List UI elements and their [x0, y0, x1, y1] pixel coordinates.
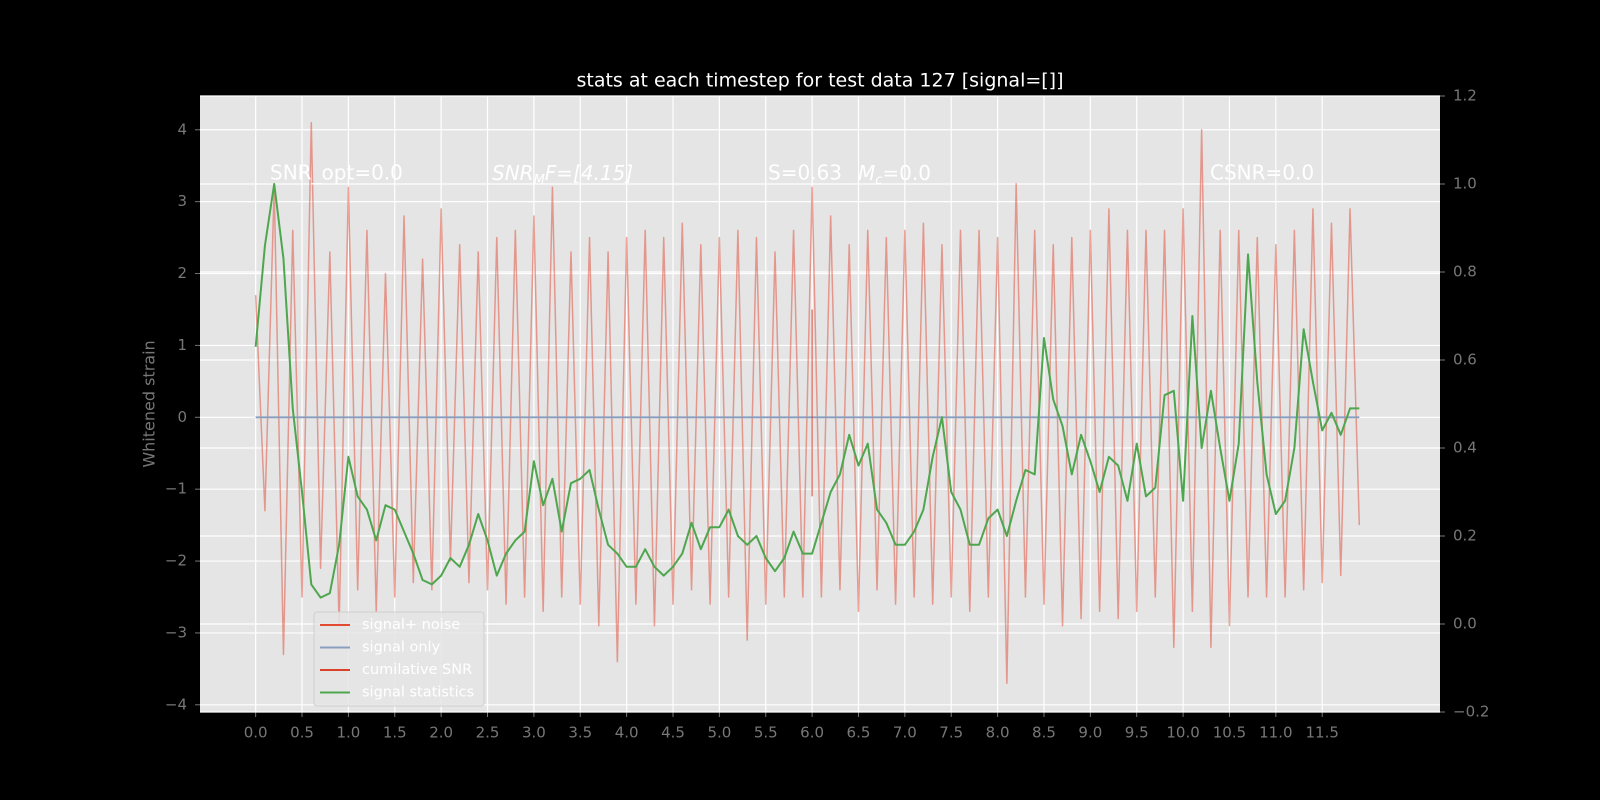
legend-label: signal+ noise	[362, 617, 460, 633]
y2-tick-label: 0.0	[1453, 615, 1477, 633]
x-tick-label: 4.5	[661, 724, 685, 742]
y2-tick-label: 0.2	[1453, 527, 1477, 545]
x-tick-label: 3.0	[522, 724, 546, 742]
y2-tick-label: 1.2	[1453, 87, 1477, 105]
annotation: SNR_opt=0.0	[270, 161, 403, 185]
annotation: SNRMF=[4.15]	[492, 161, 633, 188]
y2-tick-label: 0.6	[1453, 351, 1477, 369]
x-tick-label: 0.0	[244, 724, 268, 742]
x-tick-label: 1.0	[336, 724, 360, 742]
legend-label: signal statistics	[362, 685, 474, 701]
y-tick-label: −2	[165, 552, 187, 570]
x-tick-label: 7.5	[939, 724, 963, 742]
x-tick-label: 6.5	[847, 724, 871, 742]
y-tick-label: 2	[177, 264, 187, 282]
x-tick-label: 4.0	[615, 724, 639, 742]
annotation-part: M	[534, 173, 545, 188]
annotation-part: c	[875, 173, 882, 188]
annotation-part: M	[858, 161, 875, 185]
x-tick-label: 0.5	[290, 724, 314, 742]
x-tick-label: 1.5	[383, 724, 407, 742]
x-tick-label: 9.0	[1078, 724, 1102, 742]
x-tick-label: 8.5	[1032, 724, 1056, 742]
x-tick-label: 5.0	[707, 724, 731, 742]
x-tick-label: 2.5	[476, 724, 500, 742]
series-line	[254, 121, 1361, 684]
x-tick-label: 5.5	[754, 724, 778, 742]
x-tick-label: 6.0	[800, 724, 824, 742]
y-tick-label: −1	[165, 480, 187, 498]
series-line	[254, 183, 1360, 599]
x-tick-label: 8.0	[986, 724, 1010, 742]
y-axis-label: Whitened strain	[140, 340, 159, 467]
annotation-part: F=[4.15]	[545, 161, 633, 185]
y-tick-label: 0	[177, 408, 187, 426]
y2-tick-label: −0.2	[1453, 703, 1489, 721]
x-tick-label: 10.5	[1213, 724, 1246, 742]
annotation: S=0.63	[768, 161, 842, 185]
plot-area	[200, 96, 1440, 712]
y-tick-label: 4	[177, 120, 187, 138]
annotation-part: =0.0	[882, 161, 931, 185]
y2-tick-label: 0.8	[1453, 263, 1477, 281]
x-tick-label: 2.0	[429, 724, 453, 742]
annotation: Mc=0.0	[858, 161, 931, 188]
x-tick-label: 3.5	[568, 724, 592, 742]
x-tick-label: 11.5	[1306, 724, 1339, 742]
legend-box	[313, 611, 485, 707]
y-tick-label: 1	[177, 336, 187, 354]
annotation: CSNR=0.0	[1210, 161, 1314, 185]
x-tick-label: 9.5	[1125, 724, 1149, 742]
x-tick-label: 11.0	[1259, 724, 1292, 742]
y-tick-label: −4	[165, 695, 187, 713]
chart-title: stats at each timestep for test data 127…	[576, 70, 1063, 92]
annotation-part: SNR	[492, 161, 534, 185]
y2-tick-label: 0.4	[1453, 439, 1477, 457]
x-tick-label: 10.0	[1166, 724, 1199, 742]
y-tick-label: −3	[165, 623, 187, 641]
y-tick-label: 3	[177, 192, 187, 210]
legend-label: signal only	[362, 640, 441, 656]
y2-tick-label: 1.0	[1453, 175, 1477, 193]
legend-label: cumilative SNR	[362, 662, 472, 678]
x-tick-label: 7.0	[893, 724, 917, 742]
